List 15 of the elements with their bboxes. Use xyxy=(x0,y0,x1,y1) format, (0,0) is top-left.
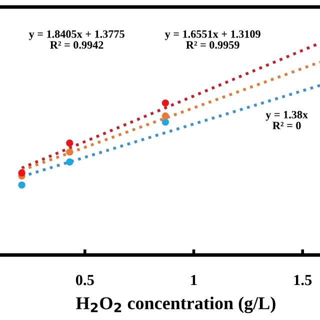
point xyxy=(162,99,169,107)
point xyxy=(162,112,169,120)
point xyxy=(66,148,74,156)
point xyxy=(18,182,26,189)
point xyxy=(66,158,74,166)
annotation: y = 1.8405x + 1.3775 R² = 0.9942 xyxy=(28,30,124,49)
point xyxy=(66,140,74,147)
x-tick-label: 1 xyxy=(191,274,197,286)
x-tick-label: 1.5 xyxy=(294,274,312,286)
annotation: y = 1.6551x + 1.3109 R² = 0.9959 xyxy=(164,30,260,49)
x-axis-title: H$_{2}$O$_{2}$ concentration (g/L) xyxy=(76,296,276,314)
point xyxy=(18,169,26,177)
point xyxy=(162,118,169,126)
annotation: y = 1.38x R² = 0 xyxy=(266,110,308,130)
x-tick-label: 0.5 xyxy=(76,274,94,286)
